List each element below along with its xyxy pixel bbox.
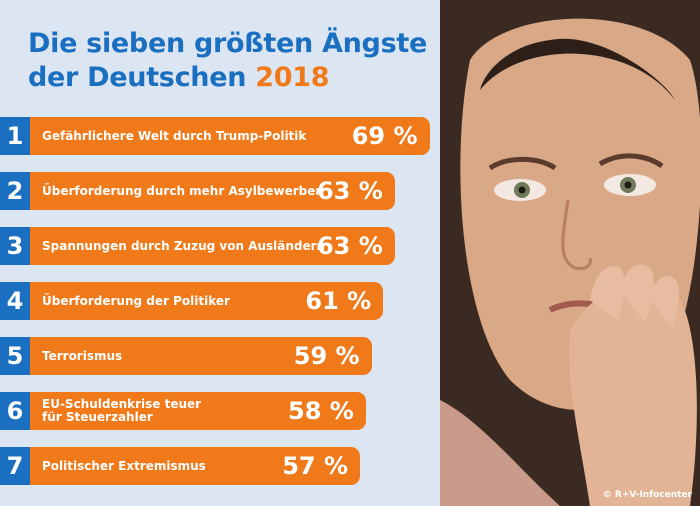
bar-chart: 1 Gefährlichere Welt durch Trump-Politik 6… xyxy=(0,117,430,485)
bar-value-7: 57 % xyxy=(282,452,349,480)
rank-badge-1: 1 xyxy=(0,117,30,155)
bar-label-7: Politischer Extremismus xyxy=(42,458,206,473)
bar-6 xyxy=(30,392,366,430)
bar-value-5: 59 % xyxy=(293,342,360,370)
rank-badge-6: 6 xyxy=(0,392,30,430)
photo-credit: © R+V-Infocenter xyxy=(602,490,692,500)
rank-badge-7: 7 xyxy=(0,447,30,485)
bar-4 xyxy=(30,282,384,320)
bar-label-3: Spannungen durch Zuzug von Ausländern xyxy=(42,238,326,253)
chart-title-text: der Deutschen xyxy=(28,62,247,93)
rank-badge-4: 4 xyxy=(0,282,30,320)
bar-value-6: 58 % xyxy=(288,397,354,425)
bar-label-2: Überforderung durch mehr Asylbewerber xyxy=(42,183,322,198)
rank-badge-3: 3 xyxy=(0,227,30,265)
woman-portrait-illustration xyxy=(440,0,700,506)
bar-2 xyxy=(30,172,395,210)
bar-1 xyxy=(30,117,430,155)
rank-badge-5: 5 xyxy=(0,337,30,375)
woman-photo: © R+V-Infocenter xyxy=(440,0,700,506)
rank-badge-2: 2 xyxy=(0,172,30,210)
bar-7 xyxy=(30,447,361,485)
bar-value-2: 63 % xyxy=(316,177,383,205)
bar-label-6: EU-Schuldenkrise teuer für Steuerzahler xyxy=(42,397,202,424)
bar-3 xyxy=(30,227,395,265)
bar-value-1: 69 % xyxy=(351,122,418,150)
chart-title-line-2: der Deutschen 2018 xyxy=(28,62,330,93)
chart-title-year: 2018 xyxy=(255,62,330,93)
bar-value-3: 63 % xyxy=(316,232,383,260)
bar-label-1: Gefährlichere Welt durch Trump-Politik xyxy=(42,128,307,143)
bar-label-4: Überforderung der Politiker xyxy=(42,293,230,308)
bar-5 xyxy=(30,337,372,375)
chart-title-line-1: Die sieben größten Ängste xyxy=(28,28,427,59)
bar-label-5: Terrorismus xyxy=(42,348,123,363)
bar-value-4: 61 % xyxy=(305,287,372,315)
